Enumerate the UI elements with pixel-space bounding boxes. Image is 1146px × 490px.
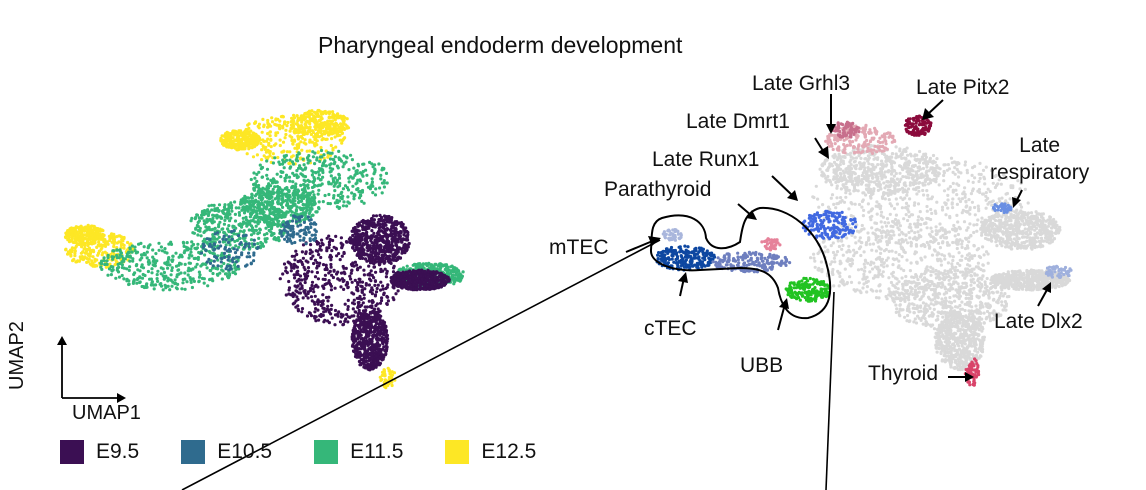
- stage-cluster-e12-5: [219, 129, 262, 152]
- cluster-late-pitx2: [903, 114, 933, 137]
- umap2-label: UMAP2: [6, 321, 28, 390]
- zoom-line-right: [825, 291, 835, 490]
- legend-label: E9.5: [96, 440, 140, 463]
- stage-cluster-e9-5: [350, 310, 390, 372]
- legend-swatch: [314, 440, 339, 464]
- label-parathyroid: Parathyroid: [604, 178, 712, 201]
- cluster-ubb: [784, 276, 831, 303]
- zoom-line-left: [181, 239, 661, 490]
- cluster-late-runx1: [801, 209, 858, 241]
- stage-cluster-e9-5: [348, 213, 411, 267]
- legend-item: E11.5: [314, 440, 403, 464]
- umap2-arrowhead: [57, 336, 67, 345]
- umap1-arrowhead: [117, 393, 126, 403]
- label-arrowheads: [648, 108, 1051, 382]
- label-late-grhl3: Late Grhl3: [752, 72, 851, 95]
- background-cells: [979, 208, 1062, 251]
- stage-cluster-e11-5: [99, 240, 241, 292]
- legend-label: E11.5: [350, 440, 404, 463]
- label-thyroid: Thyroid: [868, 362, 939, 385]
- label-ctec: cTEC: [644, 317, 697, 340]
- annotation-overlays: [57, 94, 1051, 490]
- label-late-respiratory: Late respiratory: [990, 134, 1090, 185]
- legend-label: E10.5: [217, 440, 273, 463]
- legend-swatch: [445, 440, 470, 464]
- stage-cluster-e12-5: [63, 223, 106, 247]
- cluster-late-dlx2: [1044, 264, 1073, 279]
- legend-item: E12.5: [445, 440, 536, 464]
- legend-swatch: [60, 440, 84, 464]
- figure-title: Pharyngeal endoderm development: [318, 32, 683, 58]
- cluster-mtec: [661, 228, 683, 242]
- label-ubb: UBB: [740, 354, 784, 377]
- legend-label: E12.5: [481, 440, 537, 463]
- cluster-ctec: [655, 244, 717, 272]
- stage-cluster-e10-5: [199, 229, 260, 272]
- umap1-label: UMAP1: [72, 402, 141, 424]
- legend-item: E9.5: [60, 440, 139, 464]
- region-outline: [649, 206, 832, 320]
- label-late-runx1: Late Runx1: [652, 148, 760, 171]
- stage-cluster-e9-5: [278, 234, 402, 327]
- label-late-dmrt1: Late Dmrt1: [686, 110, 790, 133]
- cluster-parathyroid: [760, 237, 782, 252]
- background-cells: [933, 309, 987, 372]
- stage-cluster-e9-5: [389, 268, 451, 292]
- stage-cluster-e12-5: [289, 108, 351, 142]
- cluster-late-respiratory: [992, 202, 1013, 215]
- cluster-transition: [711, 250, 792, 274]
- background-cells: [818, 143, 941, 196]
- label-mtec: mTEC: [549, 236, 609, 259]
- umap-by-cluster: [655, 114, 1073, 387]
- umap-by-stage: [63, 108, 465, 390]
- label-late-pitx2: Late Pitx2: [916, 76, 1010, 99]
- stage-cluster-e12-5: [378, 366, 397, 390]
- legend-swatch: [181, 440, 206, 464]
- legend: E9.5 E10.5 E11.5 E12.5: [60, 440, 578, 464]
- legend-item: E10.5: [181, 440, 272, 464]
- stage-cluster-e10-5: [279, 214, 318, 246]
- label-late-dlx2: Late Dlx2: [994, 310, 1083, 333]
